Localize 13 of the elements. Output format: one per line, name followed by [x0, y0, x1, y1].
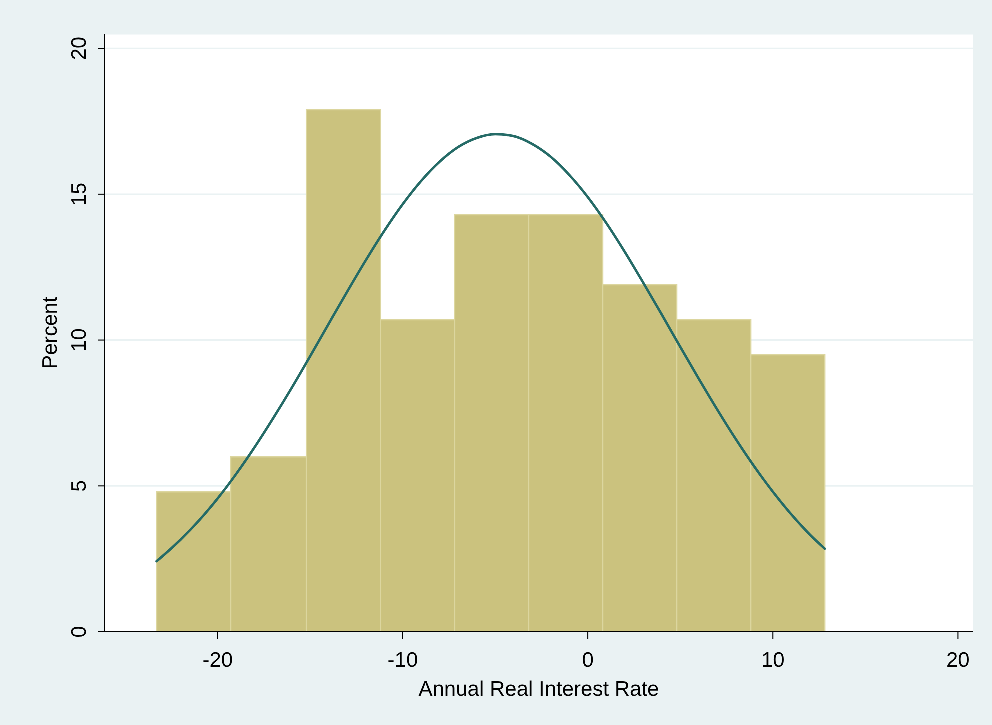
- y-tick-label: 10: [68, 328, 91, 352]
- y-tick-label: 15: [68, 182, 91, 206]
- y-tick-label: 20: [68, 36, 91, 60]
- x-axis-title: Annual Real Interest Rate: [418, 678, 660, 701]
- line-series: [156, 133, 826, 563]
- x-tick-label: 0: [582, 648, 594, 672]
- x-tick-label: -20: [202, 648, 234, 672]
- x-tick-label: 20: [946, 648, 970, 672]
- y-tick-label: 5: [68, 480, 91, 492]
- x-tick-label: -10: [388, 648, 418, 672]
- x-tick-label: 10: [761, 648, 785, 672]
- y-tick-label: 0: [68, 626, 91, 638]
- y-axis-title: Percent: [39, 296, 62, 370]
